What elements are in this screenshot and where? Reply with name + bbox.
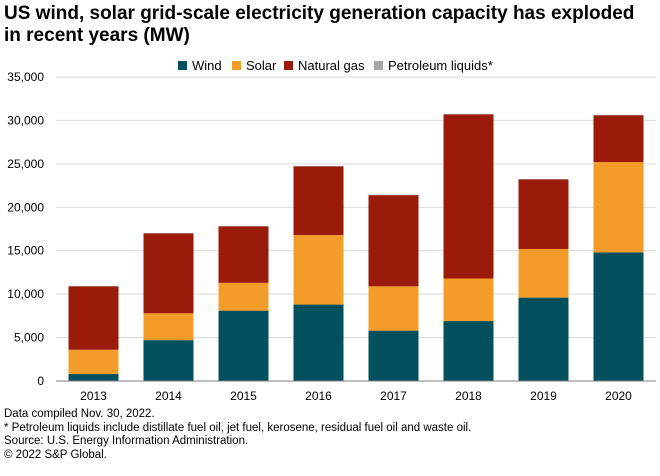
footer-copyright: © 2022 S&P Global. (4, 448, 107, 461)
footer-petroleum-note: * Petroleum liquids include distillate f… (4, 421, 472, 434)
x-tick-label: 2013 (80, 389, 107, 403)
y-tick-label: 15,000 (7, 244, 44, 258)
bar-natural-gas-2015 (218, 226, 269, 283)
legend-item-solar: Solar (232, 56, 276, 74)
legend-label-petroleum-liquids: Petroleum liquids* (388, 57, 493, 73)
legend-swatch-petroleum-liquids (374, 60, 383, 70)
legend-item-petroleum-liquids: Petroleum liquids* (374, 56, 493, 74)
bar-natural-gas-2013 (68, 286, 119, 350)
y-tick-label: 5,000 (14, 331, 44, 345)
bar-wind-2020 (593, 252, 644, 381)
bar-wind-2013 (68, 374, 119, 381)
footer-notes: Data compiled Nov. 30, 2022. * Petroleum… (4, 408, 654, 462)
bar-solar-2020 (593, 162, 644, 253)
x-tick-label: 2019 (530, 389, 557, 403)
bar-natural-gas-2014 (143, 233, 194, 314)
chart-title: US wind, solar grid-scale electricity ge… (4, 3, 635, 46)
bar-solar-2015 (218, 282, 269, 311)
bar-solar-2018 (443, 278, 494, 322)
legend-item-wind: Wind (178, 56, 222, 74)
legend-swatch-natural-gas (284, 60, 293, 70)
legend-label-solar: Solar (246, 57, 277, 73)
bar-natural-gas-2016 (293, 166, 344, 236)
footer-date-note: Data compiled Nov. 30, 2022. (4, 408, 155, 420)
bar-solar-2013 (68, 349, 119, 375)
bar-solar-2014 (143, 313, 194, 341)
y-tick-label: 25,000 (7, 157, 44, 171)
y-tick-label: 35,000 (7, 70, 44, 84)
y-tick-label: 30,000 (7, 113, 44, 127)
bar-wind-2017 (368, 330, 419, 381)
bar-wind-2018 (443, 321, 494, 381)
bar-natural-gas-2017 (368, 195, 419, 287)
bar-natural-gas-2019 (518, 179, 569, 249)
y-tick-label: 20,000 (7, 200, 44, 214)
legend-swatch-solar (232, 60, 241, 70)
footer-source: Source: U.S. Energy Information Administ… (4, 435, 249, 447)
bar-wind-2019 (518, 297, 569, 381)
legend-swatch-wind (178, 60, 187, 70)
y-tick-label: 10,000 (7, 287, 44, 301)
x-tick-label: 2018 (455, 389, 482, 403)
bar-solar-2019 (518, 248, 569, 298)
bar-natural-gas-2018 (443, 114, 494, 279)
legend-label-wind: Wind (192, 57, 222, 73)
x-tick-label: 2017 (380, 389, 407, 403)
bar-wind-2014 (143, 340, 194, 381)
bar-solar-2016 (293, 235, 344, 305)
legend: Wind Solar Natural gas Petroleum liquids… (0, 56, 660, 76)
legend-label-natural-gas: Natural gas (298, 57, 365, 73)
bar-wind-2015 (218, 310, 269, 381)
bar-wind-2016 (293, 304, 344, 381)
legend-item-natural-gas: Natural gas (284, 56, 364, 74)
x-tick-label: 2014 (155, 389, 182, 403)
bar-solar-2017 (368, 286, 419, 331)
y-tick-label: 0 (37, 374, 44, 388)
x-tick-label: 2020 (605, 389, 632, 403)
x-tick-label: 2015 (230, 389, 257, 403)
bar-natural-gas-2020 (593, 115, 644, 163)
x-tick-label: 2016 (305, 389, 332, 403)
